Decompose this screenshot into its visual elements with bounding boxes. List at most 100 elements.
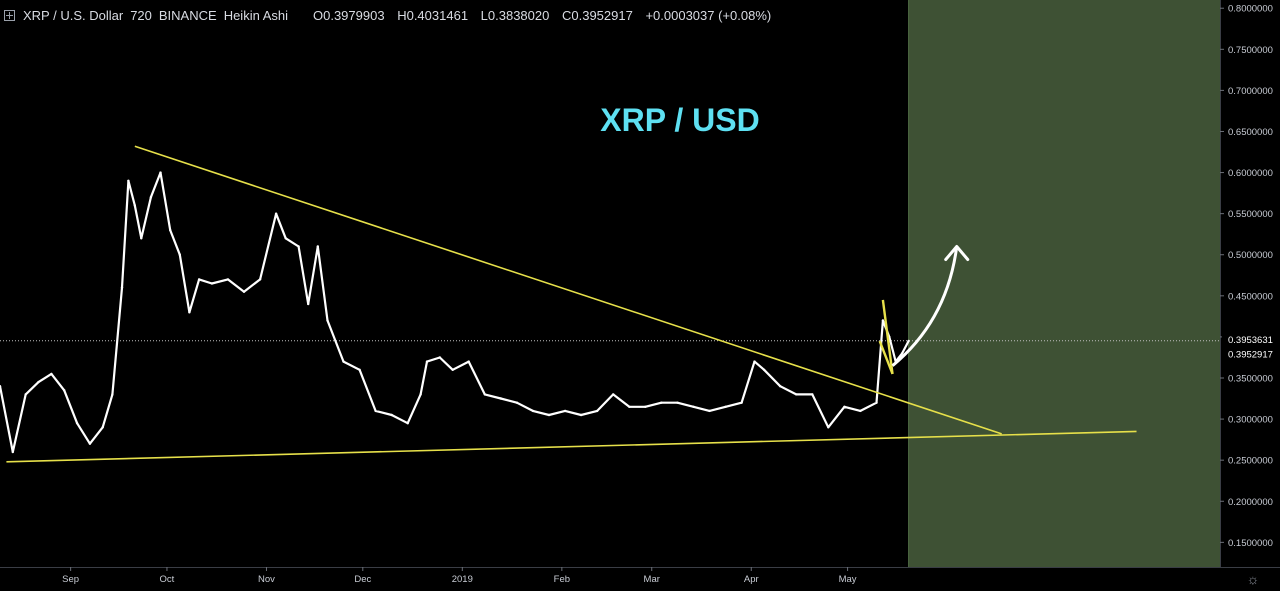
price-point [140,237,143,240]
price-point [660,401,663,404]
price-point [795,393,798,396]
projection-zone [908,0,1220,567]
price-point [101,426,104,429]
price-point [419,393,422,396]
price-point [178,253,181,256]
price-point [753,360,756,363]
price-point [515,401,519,404]
price-point [547,413,551,417]
price-tick-label: 0.5500000 [1228,209,1273,220]
price-point [374,409,377,413]
price-tick-label: 0.4500000 [1228,291,1273,302]
price-point [88,442,92,445]
exchange: BINANCE [158,7,217,23]
price-point [24,393,27,396]
price-point [692,405,695,408]
flag-line-1[interactable] [878,340,894,375]
current-price-label: 0.3953631 [1228,335,1273,346]
price-point [740,401,743,404]
price-point [779,385,782,388]
price-tick-label: 0.2000000 [1228,497,1273,508]
price-point [197,278,201,281]
price-point [406,422,409,425]
price-point [827,426,830,429]
price-label-bg [1222,346,1278,360]
forecast-arrow[interactable] [891,246,959,367]
time-axis[interactable]: Sep Oct Nov Dec 2019 Feb Mar Apr May [0,567,1280,585]
price-point [901,352,904,355]
flag-line-0[interactable] [881,299,894,375]
price-axis[interactable]: 0.8000000 0.7500000 0.7000000 0.6500000 0.60… [1220,0,1278,567]
price-point [451,368,454,371]
price-point [242,290,246,293]
time-tick-label: Mar [644,574,660,585]
price-tick-label: 0.5000000 [1228,250,1273,261]
change-value: +0.0003037 (+0.08%) [645,7,772,23]
price-point [390,413,393,417]
price-label-bg [1222,332,1278,346]
price-point [875,401,878,404]
price-tick-label: 0.6000000 [1228,168,1273,179]
price-point [284,237,287,240]
price-point [811,393,814,396]
price-point [258,278,262,281]
price-point [149,196,153,199]
price-point [226,278,230,281]
time-tick-label: Dec [354,574,371,585]
price-point [326,319,329,322]
chart-style: Heikin Ashi [223,7,288,23]
price-point [859,409,862,413]
chart-title: XRP / USD [600,102,759,138]
price-point [111,393,114,396]
support-trendline[interactable] [6,430,1137,463]
time-tick-label: Nov [258,574,275,585]
high-value: H0.4031461 [397,7,469,23]
price-tick-label: 0.1500000 [1228,538,1273,549]
interval[interactable]: 720 [130,7,152,23]
price-point [531,409,535,413]
price-tick-label: 0.3500000 [1228,374,1273,385]
ohlc-values: O0.3979903 H0.4031461 L0.3838020 C0.3952… [313,8,780,23]
price-point [438,356,441,359]
price-point [907,339,910,343]
time-tick-label: 2019 [452,574,473,585]
price-point [612,393,615,396]
price-point [644,405,647,408]
close-value: C0.3952917 [561,7,633,23]
price-point [210,282,214,285]
price-tick-label: 0.7000000 [1228,86,1273,97]
price-point [483,393,486,396]
price-point [0,385,2,388]
price-point [11,450,14,454]
expand-icon[interactable] [4,9,15,21]
price-point [628,405,631,408]
time-tick-label: Feb [554,574,570,585]
price-point [159,171,162,174]
price-point [169,228,172,232]
price-tick-label: 0.6500000 [1228,127,1273,138]
price-tick-label: 0.3000000 [1228,415,1273,426]
time-tick-label: May [839,574,857,585]
time-tick-label: Oct [160,574,175,585]
low-value: L0.3838020 [480,7,550,23]
symbol-name[interactable]: XRP / U.S. Dollar [23,7,124,23]
annotations [6,145,1137,463]
price-point [563,409,567,413]
price-point [75,422,79,425]
price-point [188,311,191,314]
price-point [708,409,711,413]
price-point [499,397,502,400]
price-point [127,179,130,182]
price-tick-label: 0.7500000 [1228,45,1273,56]
price-point [358,368,361,371]
resistance-trendline[interactable] [134,145,1002,435]
price-point [676,401,679,404]
open-value: O0.3979903 [313,7,385,23]
price-point [62,389,66,392]
price-point [596,409,599,413]
settings-gear-icon[interactable]: ☼ [1246,571,1260,587]
price-point [37,380,40,384]
price-point [425,360,429,363]
price-tick-label: 0.2500000 [1228,456,1273,467]
